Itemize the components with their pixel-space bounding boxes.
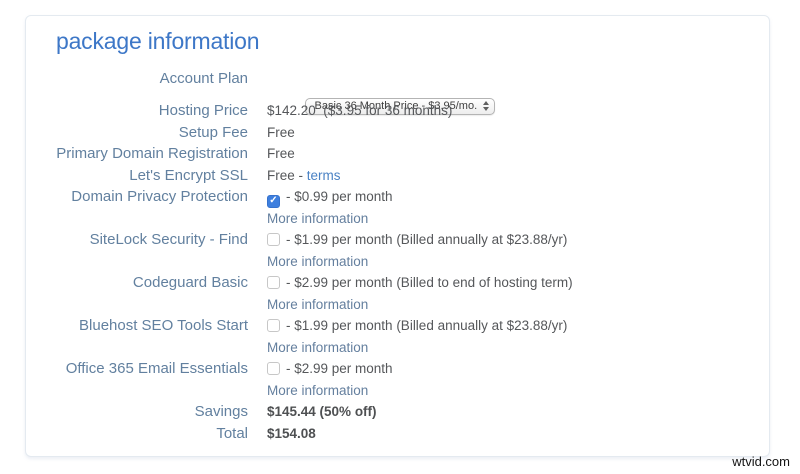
package-information-card: package information Account Plan Basic 3… (25, 15, 770, 457)
codeguard-value: - $2.99 per month (Billed to end of host… (286, 275, 573, 290)
hosting-price-value: $142.20 ($3.95 for 36 months) (267, 103, 453, 118)
seo-tools-value: - $1.99 per month (Billed annually at $2… (286, 318, 568, 333)
office365-more-link[interactable]: More information (267, 382, 369, 398)
package-rows: Account Plan Basic 36 Month Price - $3.9… (26, 68, 769, 444)
terms-link[interactable]: terms (306, 167, 341, 183)
setup-fee-value: Free (267, 124, 295, 140)
sitelock-value: - $1.99 per month (Billed annually at $2… (286, 232, 568, 247)
row-codeguard-more: More information (26, 294, 769, 316)
row-setup-fee: Setup Fee Free (26, 122, 769, 144)
ssl-value: Free - (267, 167, 307, 183)
codeguard-checkbox[interactable] (267, 276, 280, 289)
primary-domain-label: Primary Domain Registration (56, 145, 248, 162)
row-total: Total $154.08 (26, 423, 769, 445)
row-seo-tools-more: More information (26, 337, 769, 359)
office365-label: Office 365 Email Essentials (65, 360, 248, 377)
row-codeguard: Codeguard Basic - $2.99 per month (Bille… (26, 272, 769, 294)
row-lets-encrypt-ssl: Let's Encrypt SSL Free - terms (26, 165, 769, 187)
row-seo-tools: Bluehost SEO Tools Start - $1.99 per mon… (26, 315, 769, 337)
row-domain-privacy-more: More information (26, 208, 769, 230)
domain-privacy-label: Domain Privacy Protection (71, 188, 248, 205)
page-title: package information (56, 28, 260, 54)
row-domain-privacy: Domain Privacy Protection - $0.99 per mo… (26, 186, 769, 208)
row-office365-more: More information (26, 380, 769, 402)
account-plan-select-value: Basic 36 Month Price - $3.95/mo. (314, 99, 478, 112)
seo-tools-more-link[interactable]: More information (267, 339, 369, 355)
row-savings: Savings $145.44 (50% off) (26, 401, 769, 423)
row-account-plan: Account Plan Basic 36 Month Price - $3.9… (26, 68, 769, 115)
primary-domain-value: Free (267, 146, 295, 161)
office365-value: - $2.99 per month (286, 361, 393, 376)
codeguard-more-link[interactable]: More information (267, 296, 369, 312)
seo-tools-label: Bluehost SEO Tools Start (79, 317, 248, 334)
account-plan-label: Account Plan (159, 70, 248, 87)
total-label: Total (216, 424, 248, 442)
total-value: $154.08 (267, 425, 316, 441)
office365-checkbox[interactable] (267, 362, 280, 375)
sitelock-label: SiteLock Security - Find (89, 231, 248, 248)
domain-privacy-checkbox[interactable] (267, 194, 280, 208)
account-plan-select[interactable]: Basic 36 Month Price - $3.95/mo. (304, 97, 496, 115)
domain-privacy-more-link[interactable]: More information (267, 210, 369, 226)
row-sitelock-more: More information (26, 251, 769, 273)
watermark: wtvid.com (732, 454, 790, 469)
sitelock-more-link[interactable]: More information (267, 253, 369, 269)
row-office365: Office 365 Email Essentials - $2.99 per … (26, 358, 769, 380)
select-updown-arrows-icon (483, 101, 490, 111)
seo-tools-checkbox[interactable] (267, 319, 280, 332)
row-hosting-price: Hosting Price $142.20 ($3.95 for 36 mont… (26, 100, 769, 122)
ssl-label: Let's Encrypt SSL (129, 166, 248, 184)
codeguard-label: Codeguard Basic (132, 274, 248, 291)
savings-value: $145.44 (50% off) (267, 404, 377, 419)
setup-fee-label: Setup Fee (178, 123, 248, 141)
row-sitelock: SiteLock Security - Find - $1.99 per mon… (26, 229, 769, 251)
row-primary-domain-registration: Primary Domain Registration Free (26, 143, 769, 165)
sitelock-checkbox[interactable] (267, 233, 280, 246)
savings-label: Savings (194, 403, 248, 420)
hosting-price-label: Hosting Price (158, 102, 248, 119)
domain-privacy-value: - $0.99 per month (286, 189, 393, 204)
